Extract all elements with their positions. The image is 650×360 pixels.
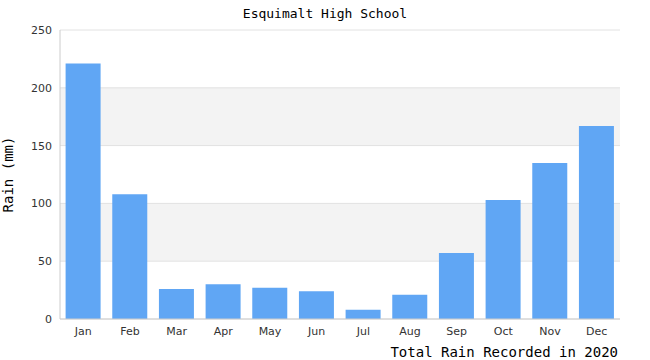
svg-text:Oct: Oct xyxy=(494,325,514,338)
svg-text:Feb: Feb xyxy=(120,325,139,338)
svg-text:Aug: Aug xyxy=(399,325,420,338)
svg-text:Nov: Nov xyxy=(539,325,561,338)
svg-text:Rain (mm): Rain (mm) xyxy=(8,137,16,213)
svg-text:200: 200 xyxy=(31,82,52,95)
svg-text:Jun: Jun xyxy=(307,325,325,338)
svg-text:250: 250 xyxy=(31,24,52,37)
svg-text:100: 100 xyxy=(31,197,52,210)
html-text:Esquimalt High School: Esquimalt High School xyxy=(242,6,408,21)
svg-text:150: 150 xyxy=(31,140,52,153)
svg-text:Dec: Dec xyxy=(586,325,607,338)
svg-text:50: 50 xyxy=(38,255,52,268)
svg-text:Jan: Jan xyxy=(74,325,92,338)
svg-text:Apr: Apr xyxy=(214,325,234,338)
svg-text:Jul: Jul xyxy=(356,325,370,338)
svg-text:Mar: Mar xyxy=(166,325,187,338)
svg-text:May: May xyxy=(259,325,282,338)
svg-text:Total Rain Recorded in 2020: Total Rain Recorded in 2020 xyxy=(390,344,618,360)
svg-text:0: 0 xyxy=(45,313,52,326)
svg-text:Sep: Sep xyxy=(446,325,467,338)
